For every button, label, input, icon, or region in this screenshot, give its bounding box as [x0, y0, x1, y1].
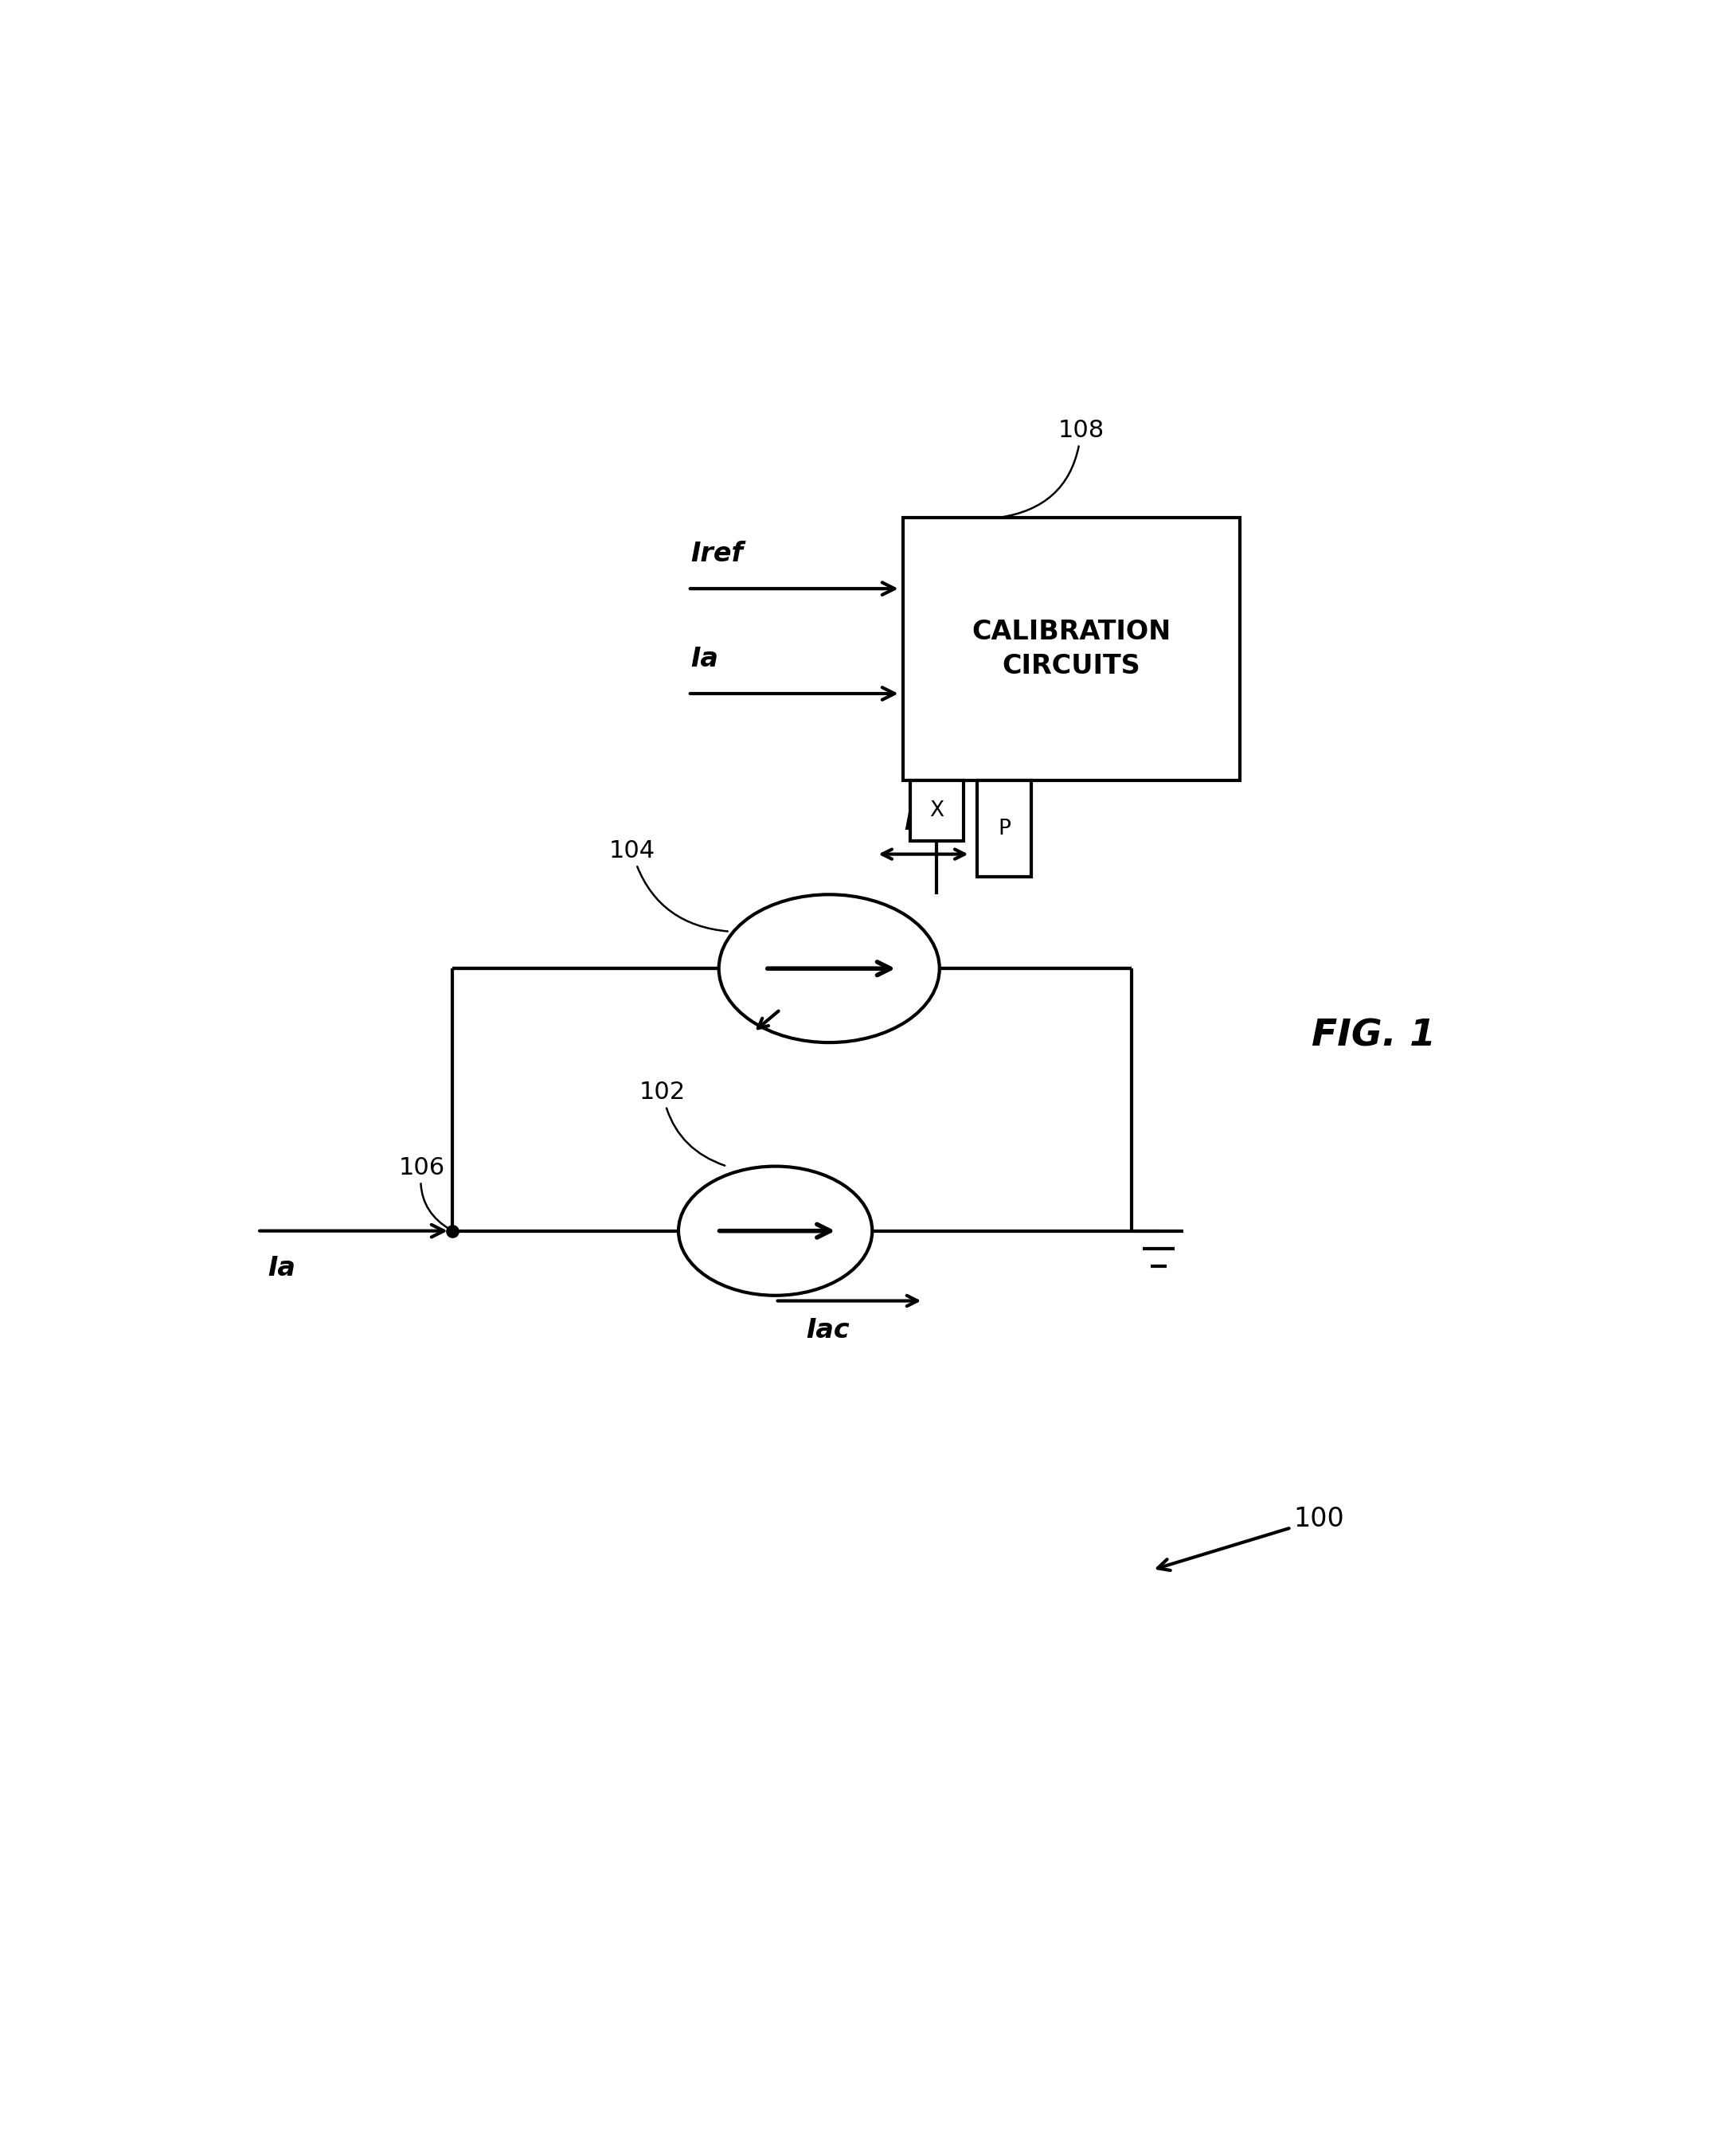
Text: X: X: [929, 799, 944, 820]
Text: 102: 102: [639, 1080, 726, 1166]
Text: 106: 106: [399, 1155, 451, 1230]
Text: Ia: Ia: [267, 1255, 295, 1281]
Bar: [977, 780, 1031, 878]
Text: 104: 104: [609, 840, 727, 931]
Text: FIG. 1: FIG. 1: [1312, 1019, 1436, 1053]
Text: CALIBRATION
CIRCUITS: CALIBRATION CIRCUITS: [972, 618, 1172, 680]
Text: P: P: [998, 818, 1010, 840]
Text: 108: 108: [1000, 420, 1104, 518]
Bar: [903, 518, 1240, 780]
Text: 100: 100: [1158, 1507, 1344, 1571]
Text: Iac: Iac: [806, 1317, 851, 1343]
Text: Iaf: Iaf: [904, 810, 943, 835]
Bar: [910, 780, 963, 842]
Text: Ia: Ia: [691, 646, 719, 671]
Text: Iref: Iref: [691, 541, 743, 567]
Ellipse shape: [719, 895, 939, 1042]
